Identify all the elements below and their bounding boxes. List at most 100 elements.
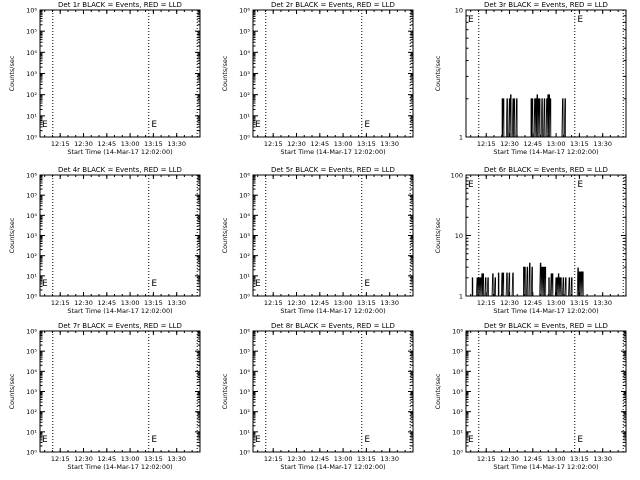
x-tick-label: 12:45 bbox=[310, 299, 329, 307]
panel-title: Det 4r BLACK = Events, RED = LLD bbox=[58, 166, 182, 174]
plot-frame bbox=[39, 330, 201, 453]
x-tick-label: 12:30 bbox=[287, 140, 306, 148]
x-axis-label: Start Time (14-Mar-17 12:02:00) bbox=[493, 307, 598, 315]
panel-7: Det 7r BLACK = Events, RED = LLD 12:15 12:… bbox=[8, 322, 201, 471]
y-tick-label: 10⁰ bbox=[26, 134, 37, 142]
x-tick-label: 13:00 bbox=[121, 299, 140, 307]
panel-4: Det 4r BLACK = Events, RED = LLD 12:15 12:… bbox=[8, 166, 201, 315]
x-tick-label: 13:30 bbox=[380, 455, 399, 463]
y-axis-label: Counts/sec bbox=[221, 217, 229, 253]
x-tick-label: 12:45 bbox=[97, 299, 116, 307]
event-marker: E bbox=[364, 279, 370, 289]
y-tick-label: 10⁰ bbox=[239, 293, 250, 301]
x-tick-label: 13:30 bbox=[167, 299, 186, 307]
y-axis-label: Counts/sec bbox=[434, 55, 442, 91]
event-marker: E bbox=[364, 435, 370, 445]
x-tick-label: 13:15 bbox=[144, 455, 163, 463]
panel-8: Det 8r BLACK = Events, RED = LLD 12:15 12:… bbox=[221, 322, 414, 471]
event-series-trace bbox=[558, 98, 566, 138]
y-tick-label: 10⁴ bbox=[26, 368, 37, 376]
x-tick-label: 13:15 bbox=[144, 140, 163, 148]
y-tick-label: 10³ bbox=[239, 232, 250, 240]
y-tick-label: 10⁶ bbox=[239, 7, 250, 15]
x-tick-label: 13:30 bbox=[380, 299, 399, 307]
y-tick-label: 10¹ bbox=[239, 428, 250, 436]
panel-2: Det 2r BLACK = Events, RED = LLD 12:15 12:… bbox=[221, 1, 414, 156]
x-tick-label: 12:15 bbox=[264, 299, 283, 307]
x-tick-label: 12:15 bbox=[51, 299, 70, 307]
x-tick-label: 12:45 bbox=[310, 455, 329, 463]
x-tick-label: 13:15 bbox=[570, 455, 589, 463]
event-marker: E bbox=[577, 435, 583, 445]
x-tick-label: 13:00 bbox=[334, 455, 353, 463]
panel-3: Det 3r BLACK = Events, RED = LLD 12:15 12:… bbox=[434, 1, 627, 156]
y-tick-label: 10⁴ bbox=[239, 368, 250, 376]
y-tick-label: 10⁵ bbox=[239, 348, 250, 356]
x-tick-label: 12:15 bbox=[477, 299, 496, 307]
x-tick-label: 12:45 bbox=[97, 455, 116, 463]
y-tick-label: 10 bbox=[455, 232, 463, 240]
y-tick-label: 10³ bbox=[452, 388, 463, 396]
y-tick-label: 10⁴ bbox=[26, 49, 37, 57]
event-marker: E bbox=[468, 180, 474, 190]
panel-1: Det 1r BLACK = Events, RED = LLD 12:15 12:… bbox=[8, 1, 201, 156]
event-marker: E bbox=[42, 120, 48, 130]
y-tick-label: 10¹ bbox=[452, 428, 463, 436]
x-tick-label: 13:00 bbox=[547, 455, 566, 463]
panel-title: Det 9r BLACK = Events, RED = LLD bbox=[484, 322, 608, 330]
y-tick-label: 1 bbox=[459, 293, 463, 301]
x-axis-label: Start Time (14-Mar-17 12:02:00) bbox=[493, 148, 598, 156]
panel-title: Det 6r BLACK = Events, RED = LLD bbox=[484, 166, 608, 174]
y-tick-label: 10³ bbox=[26, 388, 37, 396]
x-tick-label: 12:30 bbox=[74, 140, 93, 148]
x-axis-label: Start Time (14-Mar-17 12:02:00) bbox=[280, 307, 385, 315]
x-tick-label: 13:15 bbox=[357, 140, 376, 148]
event-series-trace bbox=[501, 94, 518, 138]
y-axis-label: Counts/sec bbox=[221, 373, 229, 409]
event-marker: E bbox=[468, 435, 474, 445]
panel-title: Det 3r BLACK = Events, RED = LLD bbox=[484, 1, 608, 9]
y-tick-label: 10⁰ bbox=[239, 134, 250, 142]
x-tick-label: 12:15 bbox=[264, 140, 283, 148]
event-marker: E bbox=[468, 15, 474, 25]
y-tick-label: 10⁵ bbox=[239, 28, 250, 36]
y-tick-label: 10⁴ bbox=[239, 212, 250, 220]
y-axis-label: Counts/sec bbox=[8, 217, 16, 253]
y-tick-label: 10³ bbox=[26, 70, 37, 78]
panel-9: Det 9r BLACK = Events, RED = LLD 12:15 12:… bbox=[434, 322, 627, 471]
x-tick-label: 12:30 bbox=[500, 140, 519, 148]
x-tick-label: 13:30 bbox=[593, 455, 612, 463]
y-tick-label: 10² bbox=[452, 408, 463, 416]
plot-frame bbox=[252, 330, 414, 453]
y-tick-label: 10¹ bbox=[26, 428, 37, 436]
plot-frame bbox=[39, 174, 201, 297]
y-axis-label: Counts/sec bbox=[221, 55, 229, 91]
x-tick-label: 12:30 bbox=[500, 299, 519, 307]
y-tick-label: 10⁴ bbox=[239, 49, 250, 57]
x-tick-label: 13:15 bbox=[570, 140, 589, 148]
panel-title: Det 5r BLACK = Events, RED = LLD bbox=[271, 166, 395, 174]
x-tick-label: 12:45 bbox=[310, 140, 329, 148]
panel-title: Det 2r BLACK = Events, RED = LLD bbox=[271, 1, 395, 9]
x-tick-label: 12:15 bbox=[477, 140, 496, 148]
x-tick-label: 13:30 bbox=[593, 299, 612, 307]
event-marker: E bbox=[255, 120, 261, 130]
y-tick-label: 10⁶ bbox=[26, 7, 37, 15]
event-marker: E bbox=[255, 279, 261, 289]
x-tick-label: 12:15 bbox=[264, 455, 283, 463]
x-axis-label: Start Time (14-Mar-17 12:02:00) bbox=[280, 463, 385, 471]
y-tick-label: 10⁴ bbox=[26, 212, 37, 220]
x-tick-label: 12:45 bbox=[523, 455, 542, 463]
plot-frame bbox=[39, 9, 201, 138]
y-tick-label: 10¹ bbox=[26, 112, 37, 120]
x-axis-label: Start Time (14-Mar-17 12:02:00) bbox=[493, 463, 598, 471]
y-tick-label: 10⁵ bbox=[26, 28, 37, 36]
plot-frame bbox=[252, 9, 414, 138]
y-axis-label: Counts/sec bbox=[434, 373, 442, 409]
event-marker: E bbox=[364, 120, 370, 130]
x-axis-label: Start Time (14-Mar-17 12:02:00) bbox=[67, 463, 172, 471]
event-marker: E bbox=[577, 180, 583, 190]
y-tick-label: 10² bbox=[26, 252, 37, 260]
y-tick-label: 10⁵ bbox=[452, 348, 463, 356]
